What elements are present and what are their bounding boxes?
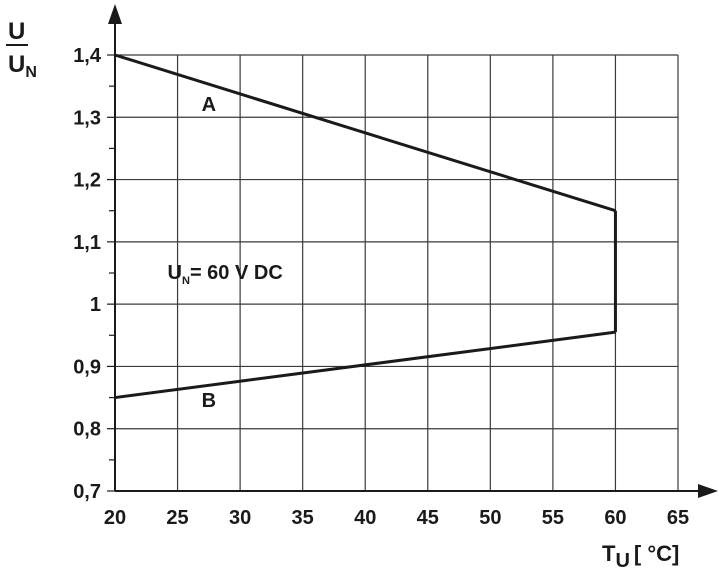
annotation-sub: N: [182, 275, 190, 287]
y-axis-label: U UN: [6, 18, 37, 81]
series-label-b: B: [202, 390, 216, 412]
series-line-b: [114, 330, 616, 400]
y-tick-label: 0,9: [73, 356, 101, 378]
x-tick-label: 60: [604, 507, 626, 529]
annotation-main: U: [168, 262, 182, 284]
y-axis-label-denominator-main: U: [8, 51, 25, 78]
nominal-voltage-annotation: UN= 60 V DC: [168, 262, 283, 287]
y-axis-label-numerator: U: [8, 18, 25, 45]
axes: [108, 4, 718, 498]
x-axis-label: TU[ °C]: [602, 541, 679, 572]
x-tick-label: 40: [354, 507, 376, 529]
grid: [115, 54, 679, 491]
y-tick-label: 0,8: [73, 419, 101, 441]
y-axis-label-denominator: UN: [8, 51, 37, 81]
x-axis-label-main: T: [602, 541, 616, 566]
y-tick-labels: 0,7 0,8 0,9 1 1,1 1,2 1,3 1,4: [73, 45, 102, 503]
series-line-a: [114, 53, 616, 213]
x-tick-label: 50: [479, 507, 501, 529]
series-lines: [114, 53, 617, 400]
x-tick-label: 35: [292, 507, 314, 529]
y-axis-label-denominator-sub: N: [25, 64, 37, 81]
x-tick-label: 30: [229, 507, 251, 529]
x-tick-labels: 20 25 30 35 40 45 50 55 60 65: [104, 507, 689, 529]
x-tick-label: 20: [104, 507, 126, 529]
y-tick-label: 1,4: [73, 45, 102, 67]
x-tick-label: 45: [417, 507, 439, 529]
x-tick-label: 25: [166, 507, 188, 529]
x-tick-label: 55: [542, 507, 564, 529]
annotation-rest: = 60 V DC: [190, 262, 283, 284]
minor-ticks: [107, 54, 115, 492]
y-tick-label: 1,3: [73, 107, 101, 129]
y-tick-label: 0,7: [73, 481, 101, 503]
y-tick-label: 1,1: [73, 232, 101, 254]
y-axis-arrow: [108, 4, 122, 24]
x-tick-label: 65: [667, 507, 689, 529]
x-axis-arrow: [698, 484, 718, 498]
series-labels: AB: [202, 94, 216, 412]
y-tick-label: 1,2: [73, 170, 101, 192]
x-axis-label-sub: U: [615, 550, 629, 572]
series-label-a: A: [202, 94, 216, 116]
y-tick-label: 1: [90, 294, 101, 316]
x-axis-label-unit: [ °C]: [634, 541, 679, 566]
